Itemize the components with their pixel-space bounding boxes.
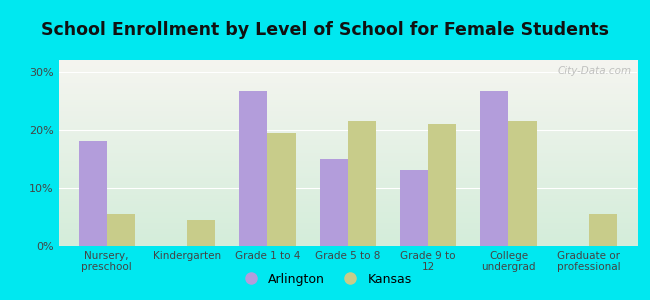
Bar: [589, 214, 617, 246]
Text: School Enrollment by Level of School for Female Students: School Enrollment by Level of School for…: [41, 21, 609, 39]
Legend: Arlington, Kansas: Arlington, Kansas: [233, 268, 417, 291]
Bar: [400, 170, 428, 246]
Bar: [428, 124, 456, 246]
Bar: [480, 91, 508, 246]
Bar: [107, 214, 135, 246]
Bar: [320, 159, 348, 246]
Bar: [79, 141, 107, 246]
Bar: [348, 121, 376, 246]
Bar: [107, 214, 135, 246]
Bar: [428, 124, 456, 246]
Bar: [239, 91, 267, 246]
Bar: [508, 121, 536, 246]
Bar: [239, 91, 267, 246]
Bar: [400, 170, 428, 246]
Bar: [267, 133, 296, 246]
Bar: [267, 133, 296, 246]
Bar: [480, 91, 508, 246]
Bar: [187, 220, 215, 246]
Bar: [589, 214, 617, 246]
Bar: [187, 220, 215, 246]
Bar: [508, 121, 536, 246]
Text: City-Data.com: City-Data.com: [557, 66, 631, 76]
Bar: [79, 141, 107, 246]
Bar: [348, 121, 376, 246]
Bar: [320, 159, 348, 246]
